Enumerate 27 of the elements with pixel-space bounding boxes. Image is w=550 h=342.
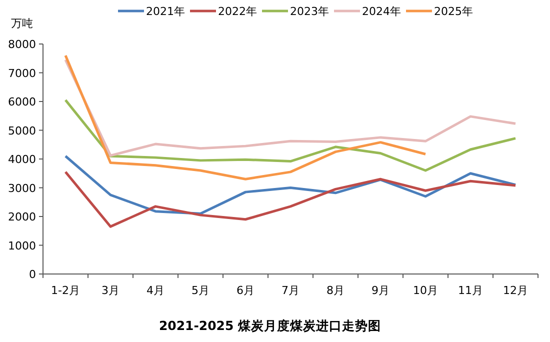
- y-tick-label: 7000: [8, 66, 36, 80]
- legend-label: 2023年: [290, 5, 329, 18]
- x-tick-label: 11月: [458, 284, 483, 297]
- y-tick-label: 4000: [8, 153, 36, 166]
- y-tick-label: 8000: [8, 38, 36, 51]
- y-tick-label: 1000: [8, 239, 36, 252]
- x-tick-label: 1-2月: [51, 284, 80, 297]
- y-tick-label: 6000: [8, 96, 36, 108]
- x-tick-label: 5月: [192, 284, 210, 297]
- x-tick-label: 4月: [146, 284, 164, 297]
- x-tick-label: 8月: [326, 284, 344, 297]
- y-tick-label: 5000: [8, 124, 36, 138]
- text: 2021-2025 煤炭月度煤炭进口走势图: [158, 318, 382, 333]
- y-tick-label: 2000: [8, 210, 36, 224]
- legend-label: 2022年: [218, 5, 257, 18]
- y-tick-label: 0: [29, 268, 36, 281]
- x-tick-label: 9月: [372, 284, 390, 297]
- y-tick-label: 3000: [8, 182, 36, 195]
- x-tick-label: 6月: [236, 284, 254, 297]
- legend-label: 2024年: [362, 5, 401, 18]
- legend-label: 2021年: [146, 5, 185, 18]
- x-tick-label: 3月: [102, 284, 120, 297]
- y-axis-title: 万吨: [11, 17, 33, 30]
- legend-label: 2025年: [434, 5, 473, 18]
- x-tick-label: 12月: [503, 284, 528, 297]
- x-tick-label: 10月: [413, 284, 438, 297]
- x-tick-label: 7月: [282, 284, 300, 297]
